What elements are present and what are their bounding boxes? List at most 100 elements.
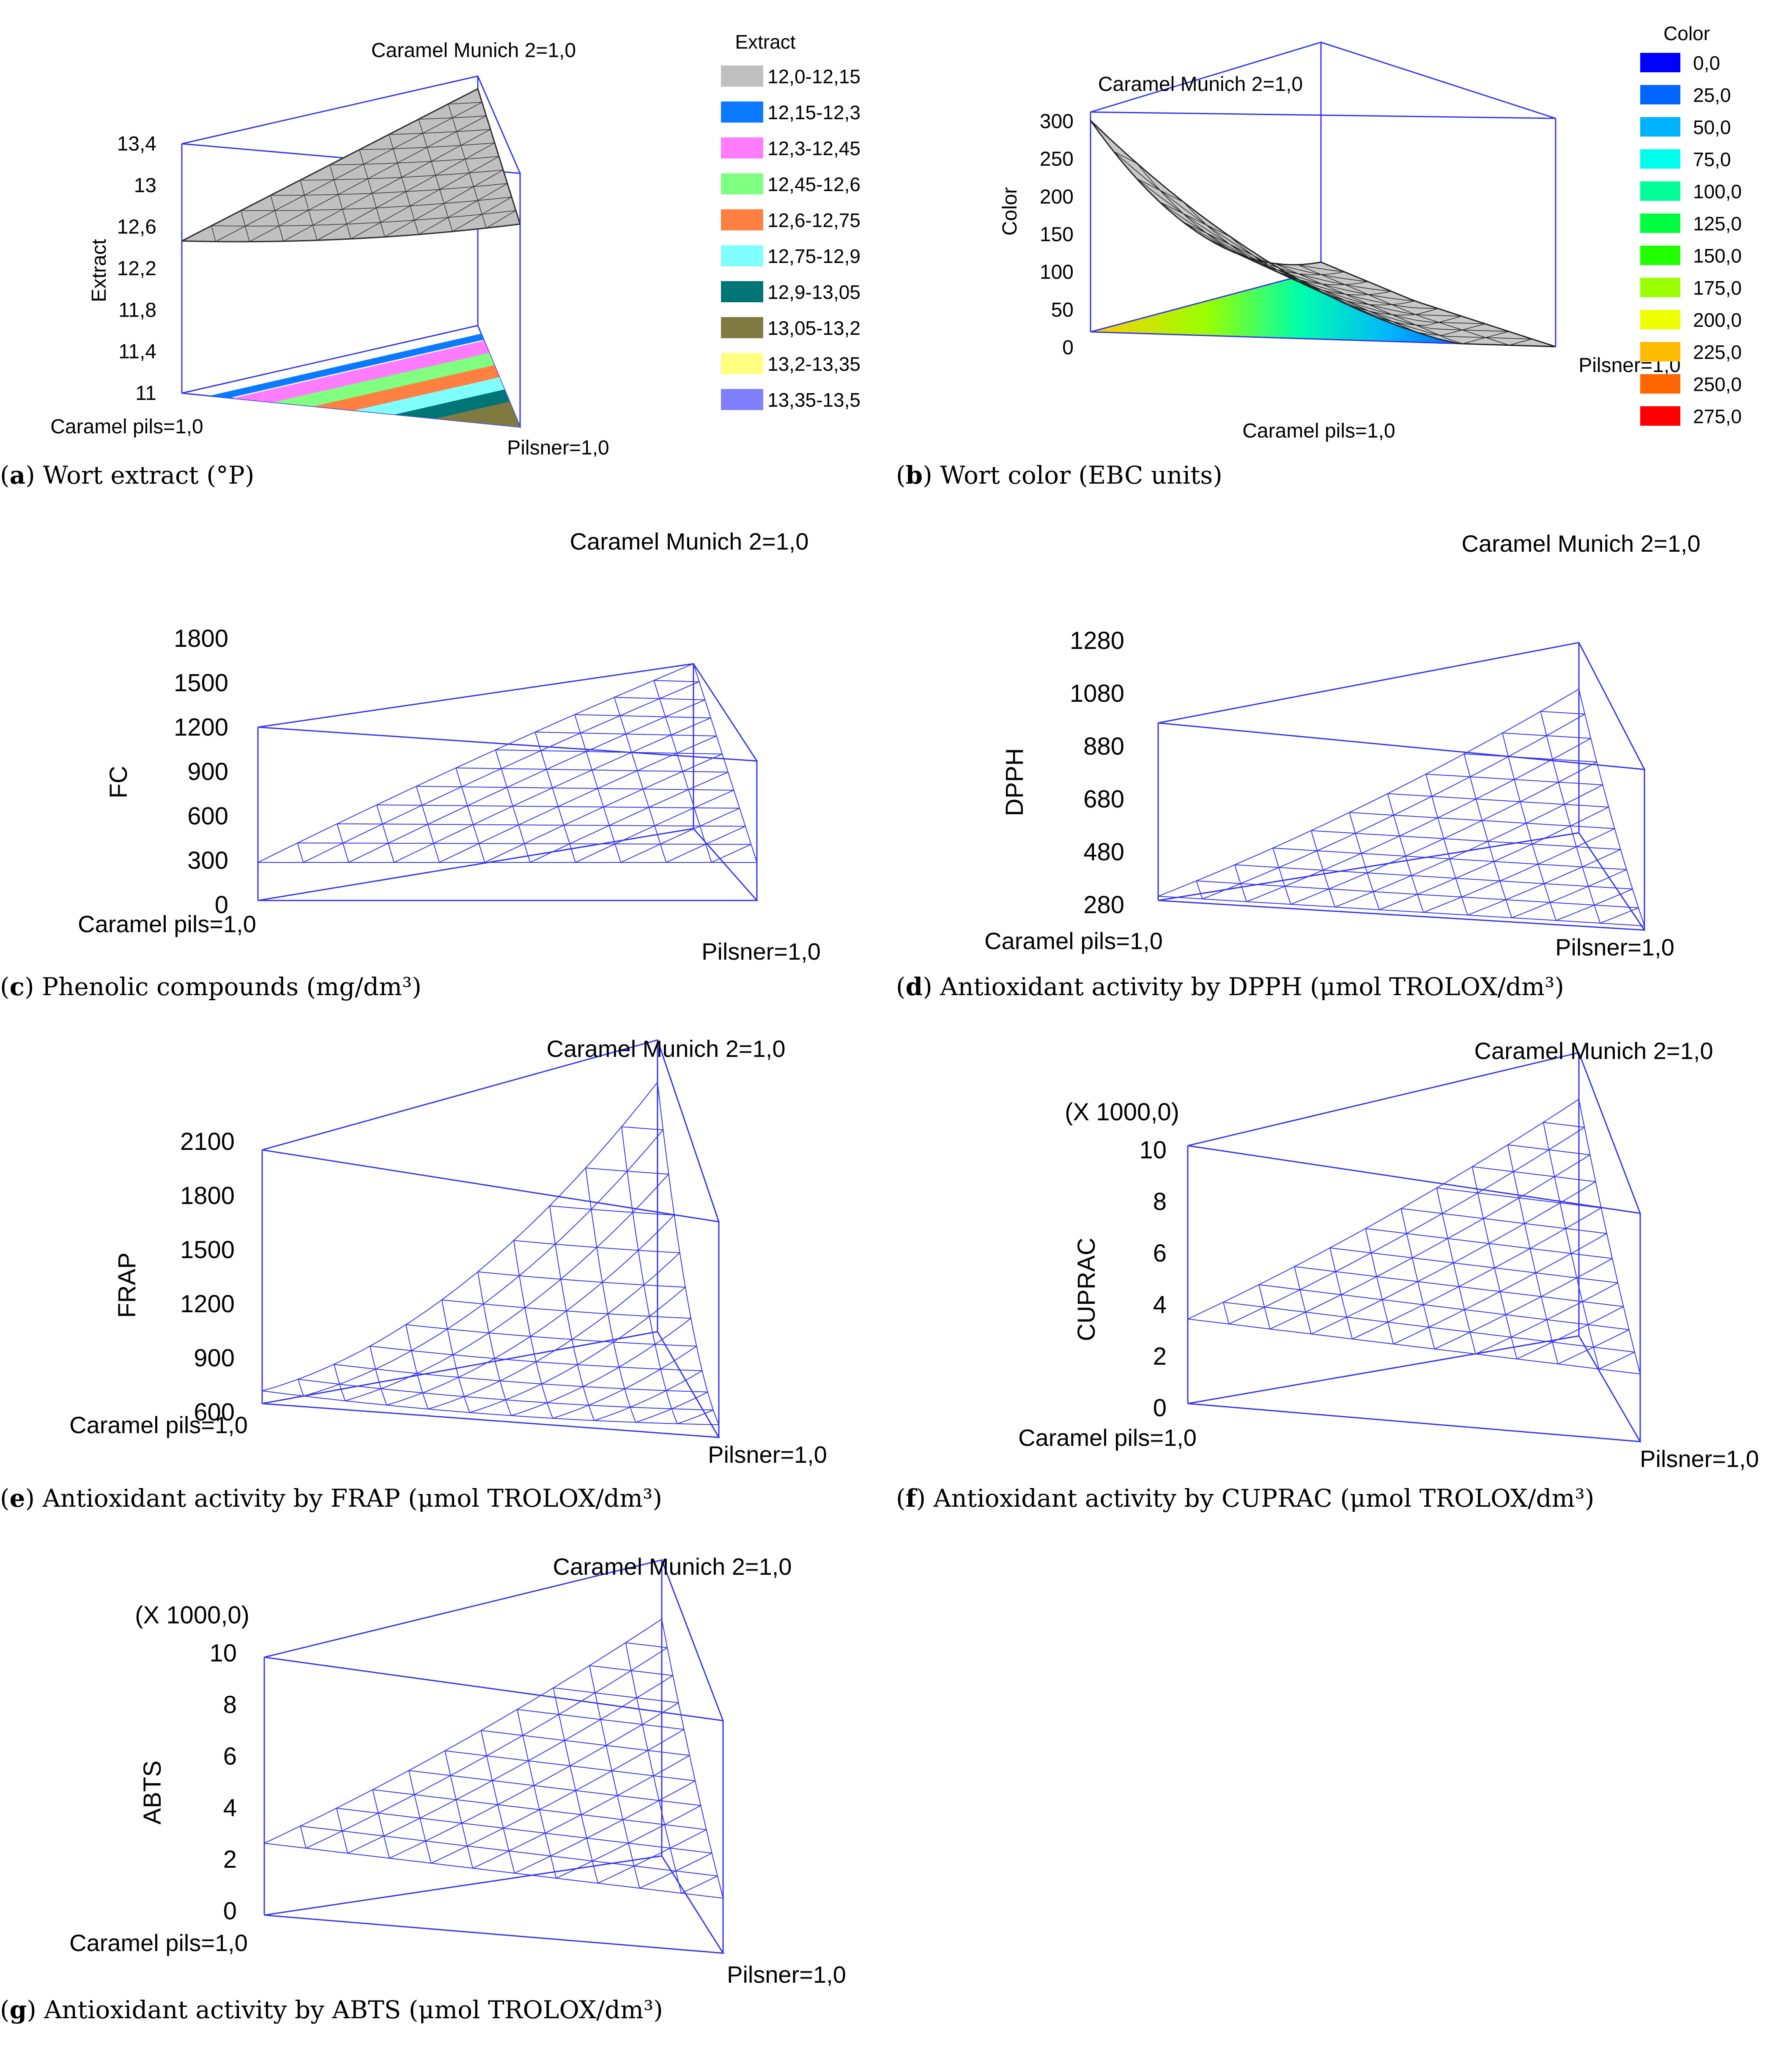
mesh-line xyxy=(1196,881,1203,899)
mesh-line xyxy=(1352,1207,1602,1340)
mesh-line xyxy=(1330,1247,1618,1283)
z-tick-label: 4 xyxy=(223,1794,237,1822)
z-tick-label: 2100 xyxy=(180,1128,235,1155)
mesh-line xyxy=(270,195,284,241)
mesh-line xyxy=(345,1174,669,1401)
mesh-line xyxy=(428,1252,680,1409)
mesh-line xyxy=(585,1168,636,1423)
mesh-line xyxy=(298,1379,304,1396)
mesh-line xyxy=(513,1240,680,1253)
mesh-line xyxy=(303,681,699,863)
legend-swatch xyxy=(1640,310,1680,329)
z-tick-label: 100 xyxy=(1040,261,1074,284)
z-tick-label: 13,4 xyxy=(117,133,156,155)
mesh-line xyxy=(511,1318,691,1416)
mesh-line xyxy=(1234,865,1247,902)
mesh-line xyxy=(347,1675,673,1854)
mesh-line xyxy=(386,1215,675,1406)
legend-label: 12,15-12,3 xyxy=(767,101,860,123)
mesh-line xyxy=(455,768,485,863)
mesh-line xyxy=(517,1709,684,1730)
mesh-line xyxy=(406,1325,429,1409)
mesh-line xyxy=(372,1790,390,1858)
mesh-line xyxy=(1387,793,1609,808)
mesh-line xyxy=(1252,258,1417,333)
z-tick-label: 2 xyxy=(223,1846,237,1873)
mesh-line xyxy=(1426,774,1603,785)
mesh-line xyxy=(1502,732,1591,739)
top-frame xyxy=(1158,642,1646,770)
mesh-line xyxy=(589,1665,640,1888)
legend-label: 75,0 xyxy=(1693,148,1731,170)
mesh-line xyxy=(620,807,740,863)
mesh-line xyxy=(530,772,729,863)
mesh-line xyxy=(384,170,504,238)
legend-label: 13,2-13,35 xyxy=(767,353,860,375)
mesh-line xyxy=(1258,1284,1271,1329)
z-axis-label: FRAP xyxy=(113,1253,141,1318)
z-tick-label: 12,6 xyxy=(117,216,156,238)
mesh-line xyxy=(456,767,728,773)
legend-swatch xyxy=(1640,374,1680,394)
legend-label: 200,0 xyxy=(1693,309,1742,331)
z-tick-label: 10 xyxy=(1139,1136,1167,1164)
mesh-line xyxy=(370,1346,702,1371)
legend-swatch xyxy=(721,281,763,302)
caption-g: (g) Antioxidant activity by ABTS (μmol T… xyxy=(0,1995,663,2024)
mesh-line xyxy=(472,1755,690,1869)
mesh-line xyxy=(1187,1099,1579,1319)
z-tick-label: 1500 xyxy=(174,669,228,697)
mesh-line xyxy=(589,1665,673,1676)
z-tick-label: 10 xyxy=(209,1639,237,1667)
mesh-line xyxy=(1425,774,1468,915)
corner-label-caramel-munich: Caramel Munich 2=1,0 xyxy=(553,1553,792,1580)
mesh-line xyxy=(535,731,717,736)
corner-label-caramel-munich: Caramel Munich 2=1,0 xyxy=(570,528,809,555)
mesh-line xyxy=(300,180,318,241)
z-scale-label: (X 1000,0) xyxy=(135,1601,249,1629)
z-tick-label: 11,4 xyxy=(118,341,156,363)
mesh-line xyxy=(1329,1248,1353,1339)
panel-f: 0 2 4 6 8 10 CUPRAC (X 1000,0) Caramel Munich 2=… xyxy=(896,1023,1792,1535)
mesh-line xyxy=(517,1709,557,1878)
mesh-line xyxy=(283,129,491,242)
z-tick-label: 900 xyxy=(194,1344,235,1372)
mesh-line xyxy=(1113,151,1137,164)
mesh-line xyxy=(408,1770,701,1806)
mesh-line xyxy=(448,104,487,228)
mesh-line xyxy=(431,1729,685,1864)
legend-swatch xyxy=(1640,213,1680,233)
corner-label-caramel-munich: Caramel Munich 2=1,0 xyxy=(1474,1037,1713,1064)
mesh-line xyxy=(258,663,694,863)
mesh-line xyxy=(552,1346,697,1419)
legend-label: 50,0 xyxy=(1693,116,1731,138)
mesh-line xyxy=(1182,221,1277,267)
corner-label-pilsner: Pilsner=1,0 xyxy=(701,938,821,965)
mesh-line xyxy=(1365,1228,1394,1344)
panel-a: 11 11,4 11,8 12,2 12,6 13 13,4 Extract Caramel M… xyxy=(0,0,896,512)
mesh-line xyxy=(211,210,516,227)
mesh-line xyxy=(1436,1188,1476,1354)
mesh-line xyxy=(477,1271,685,1288)
mesh-line xyxy=(625,1642,668,1648)
corner-label-pilsner: Pilsner=1,0 xyxy=(507,437,609,457)
top-frame xyxy=(1090,41,1556,119)
caption-c: (c) Phenolic compounds (mg/dm³) xyxy=(0,972,422,1001)
mesh-line xyxy=(513,1240,553,1419)
caption-b: (b) Wort color (EBC units) xyxy=(896,461,1222,490)
mesh-line xyxy=(1401,1208,1607,1234)
legend-label: 25,0 xyxy=(1693,84,1731,106)
corner-label-caramel-munich: Caramel Munich 2=1,0 xyxy=(1462,530,1701,557)
legend-swatch xyxy=(721,389,763,410)
mesh-line xyxy=(549,1206,595,1421)
mesh-line xyxy=(389,129,491,135)
mesh-line xyxy=(657,1082,719,1425)
legend-swatch xyxy=(721,317,763,338)
legend-swatch xyxy=(1640,278,1680,297)
z-tick-label: 680 xyxy=(1083,785,1124,813)
z-tick-label: 0 xyxy=(215,891,228,919)
z-axis-label: DPPH xyxy=(1001,748,1028,816)
z-tick-label: 300 xyxy=(187,847,228,874)
mesh-line xyxy=(1436,1187,1601,1209)
caption-d: (d) Antioxidant activity by DPPH (μmol T… xyxy=(896,972,1565,1001)
